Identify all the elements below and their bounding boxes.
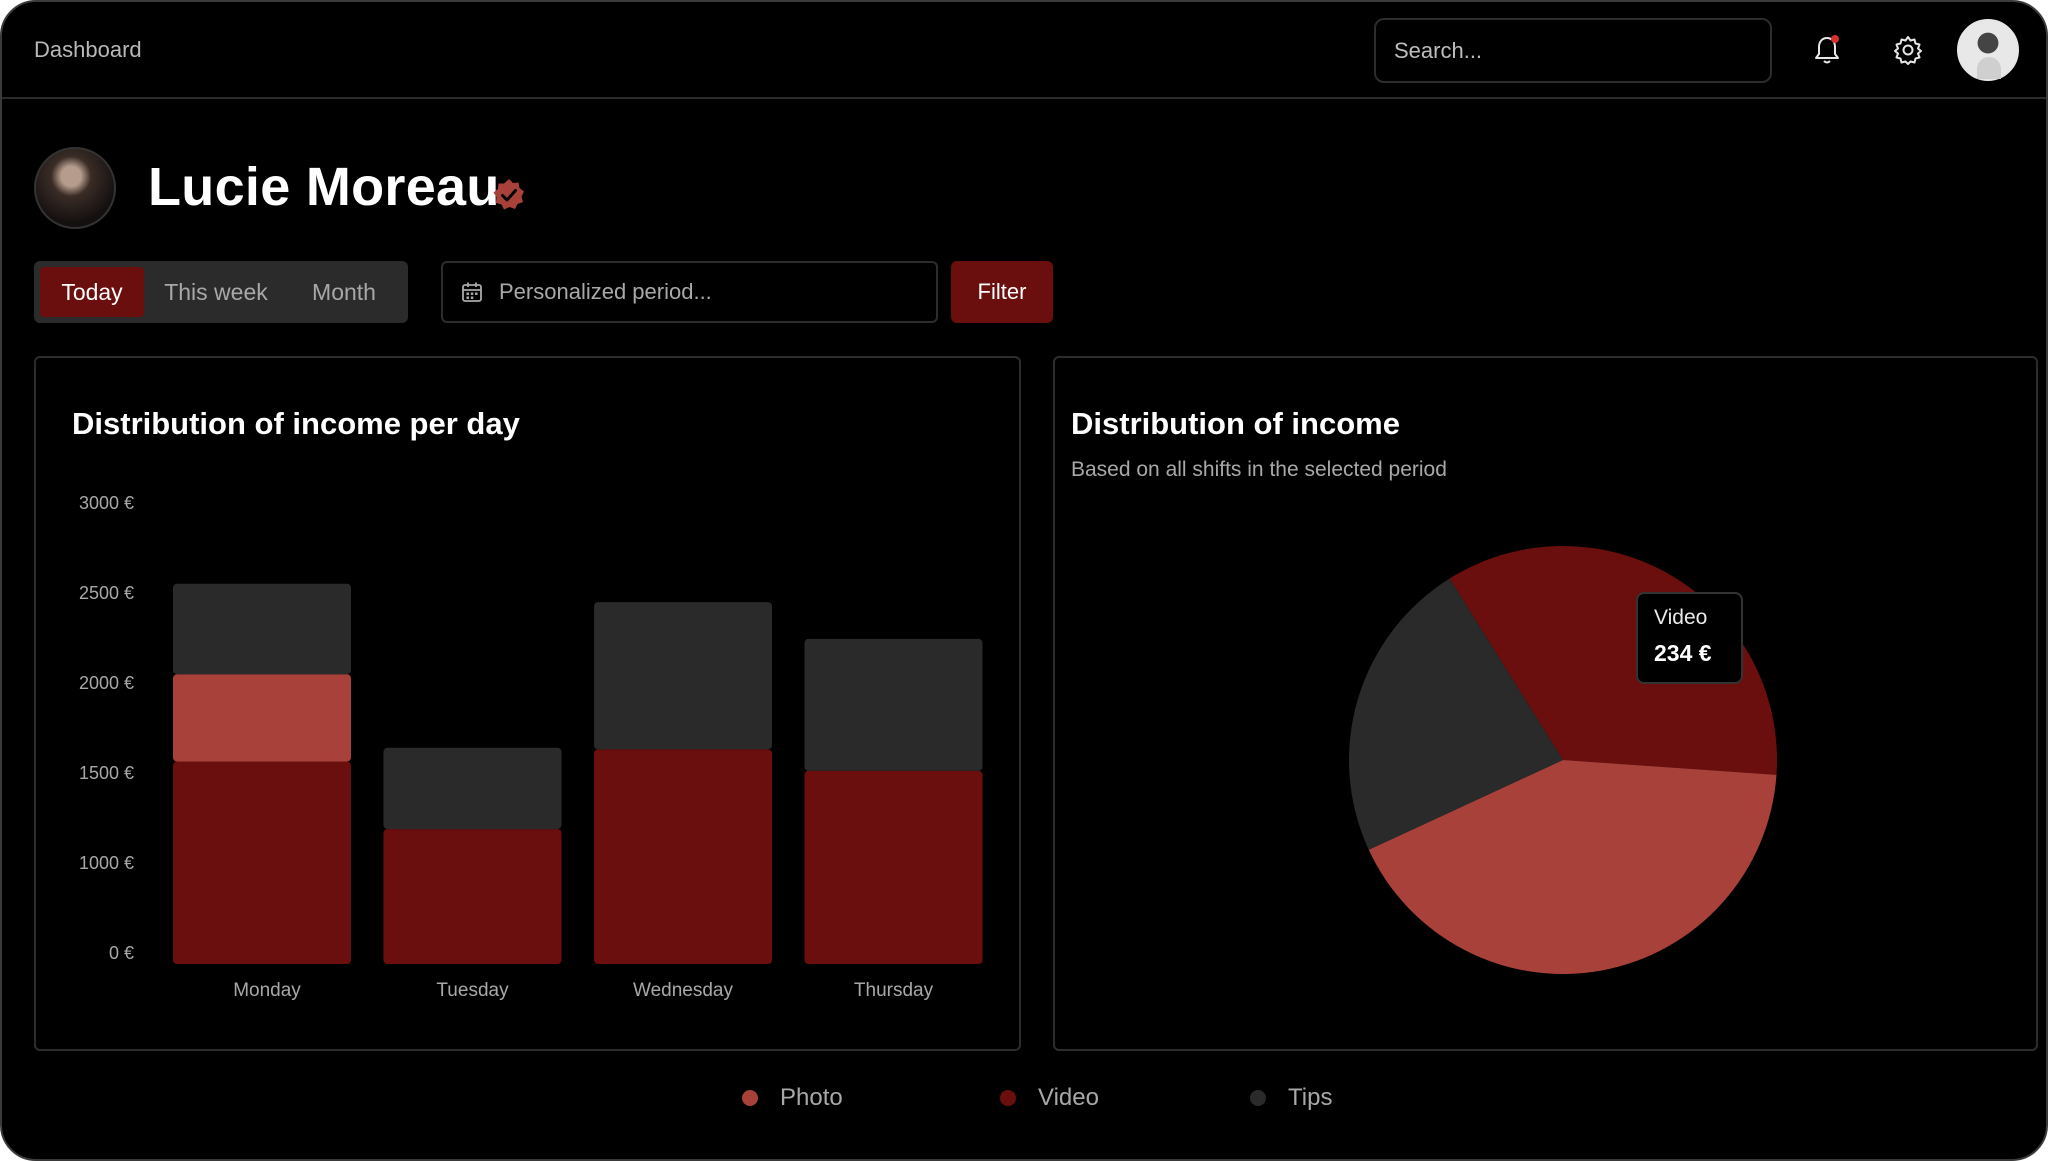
gear-icon	[1894, 36, 1922, 65]
x-tick-label: Monday	[233, 980, 301, 1001]
pie-chart-subtitle: Based on all shifts in the selected peri…	[1071, 458, 1447, 481]
bar-monday-photo[interactable]	[173, 674, 351, 762]
period-input[interactable]: Personalized period...	[441, 261, 938, 323]
bar-thursday-video[interactable]	[804, 770, 983, 964]
chart-legend: Photo Video Tips	[2, 1084, 2046, 1118]
legend-item-tips[interactable]: Tips	[1250, 1084, 1332, 1112]
legend-dot-photo	[742, 1090, 758, 1106]
pie-tooltip: Video 234 €	[1636, 592, 1743, 684]
legend-label-photo: Photo	[780, 1084, 843, 1111]
profile-name: Lucie Moreau	[148, 157, 500, 217]
filter-button[interactable]: Filter	[951, 261, 1053, 323]
calendar-icon	[461, 281, 483, 303]
tab-today[interactable]: Today	[40, 267, 144, 317]
y-tick-label: 0 €	[108, 943, 134, 963]
bar-chart-title: Distribution of income per day	[72, 406, 520, 441]
user-avatar[interactable]	[1957, 19, 2019, 81]
verified-badge-icon	[493, 179, 524, 210]
tooltip-value: 234 €	[1654, 640, 1712, 666]
tooltip-label: Video	[1654, 606, 1708, 629]
bar-monday-video[interactable]	[173, 761, 351, 964]
pie-chart-title: Distribution of income	[1071, 406, 1400, 441]
y-tick-label: 1500 €	[78, 763, 134, 783]
y-tick-label: 2500 €	[78, 583, 134, 603]
settings-button[interactable]	[1886, 28, 1930, 72]
pie-slice-tips[interactable]	[1349, 578, 1563, 850]
y-tick-label: 1000 €	[78, 853, 134, 873]
breadcrumb[interactable]: Dashboard	[34, 37, 142, 62]
bar-tuesday-video[interactable]	[383, 829, 562, 964]
top-bar: Dashboard	[2, 2, 2046, 99]
y-tick-label: 2000 €	[78, 673, 134, 693]
search-input[interactable]	[1374, 18, 1772, 83]
income-per-day-card: Distribution of income per day 3000 € 250…	[34, 356, 1021, 1051]
bar-thursday-tips[interactable]	[804, 638, 983, 771]
legend-label-video: Video	[1038, 1084, 1099, 1111]
period-tabs: Today This week Month	[34, 261, 408, 323]
legend-label-tips: Tips	[1288, 1084, 1333, 1111]
legend-dot-tips	[1250, 1090, 1266, 1106]
y-tick-label: 3000 €	[78, 493, 134, 513]
pie-slice-photo[interactable]	[1368, 760, 1777, 974]
tab-this-week[interactable]: This week	[164, 278, 268, 305]
x-tick-label: Thursday	[853, 980, 934, 1001]
bar-monday-tips[interactable]	[173, 583, 351, 675]
x-tick-label: Wednesday	[633, 980, 733, 1001]
notifications-button[interactable]	[1805, 28, 1849, 72]
bar-wednesday-tips[interactable]	[594, 602, 772, 750]
bar-wednesday-video[interactable]	[594, 749, 772, 964]
profile-avatar	[34, 147, 116, 229]
period-placeholder: Personalized period...	[499, 279, 712, 304]
tab-month[interactable]: Month	[312, 278, 376, 305]
legend-dot-video	[1000, 1090, 1016, 1106]
x-tick-label: Tuesday	[436, 980, 509, 1001]
pie-chart	[1349, 546, 1777, 974]
legend-item-video[interactable]: Video	[1000, 1084, 1099, 1112]
legend-item-photo[interactable]: Photo	[742, 1084, 843, 1112]
bar-chart	[173, 583, 983, 964]
notification-dot	[1831, 35, 1839, 43]
bar-tuesday-tips[interactable]	[383, 747, 562, 830]
income-distribution-card: Distribution of income Based on all shif…	[1053, 356, 2038, 1051]
